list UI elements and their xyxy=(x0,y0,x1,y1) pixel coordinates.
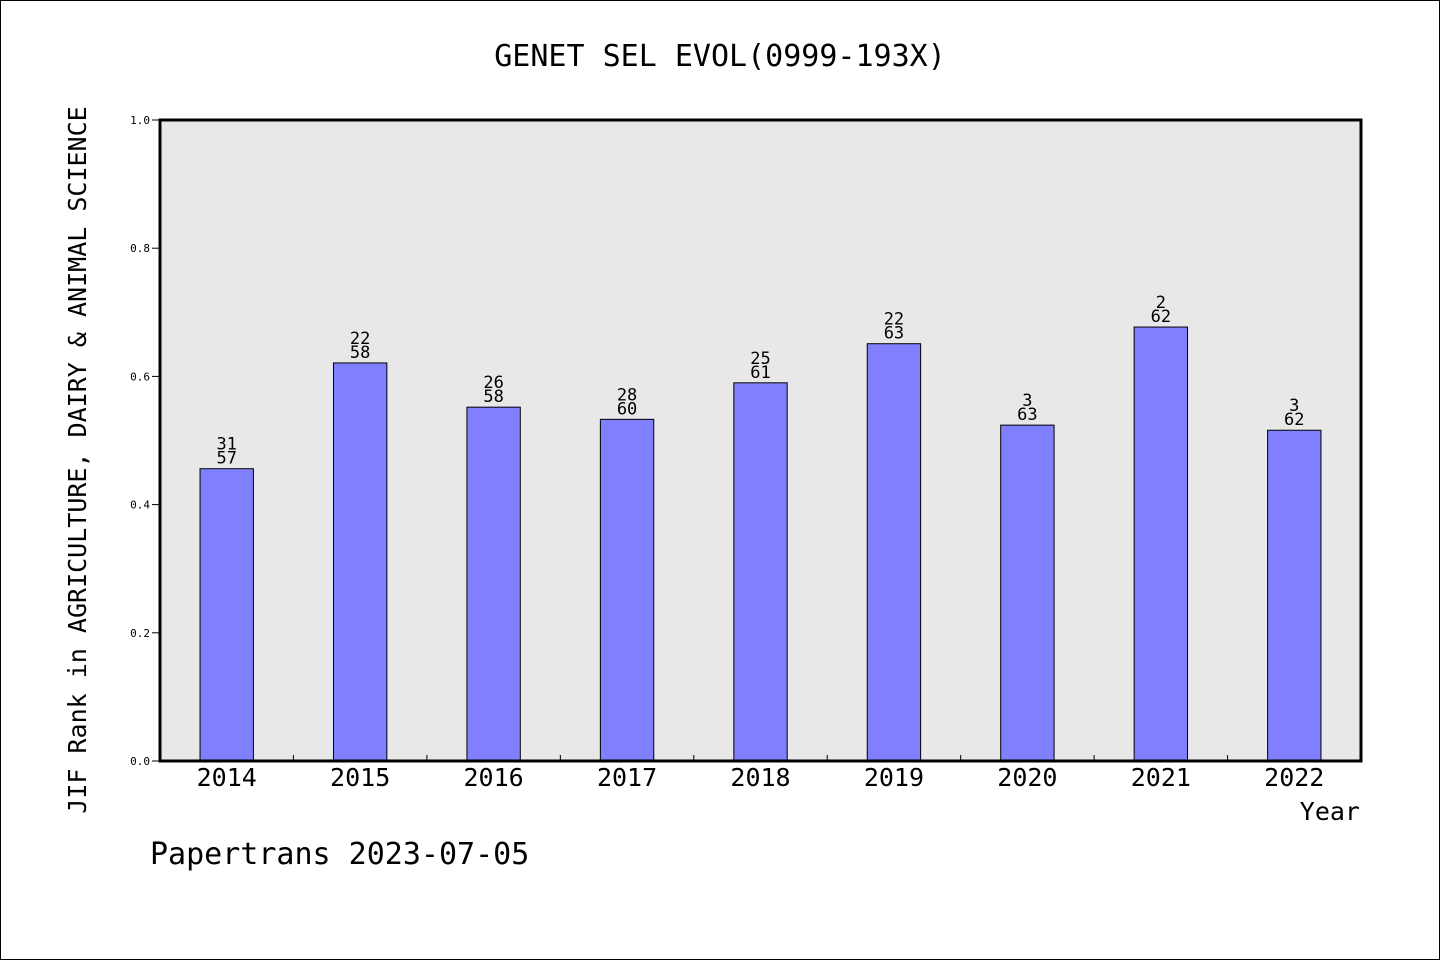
x-tick-label-2018: 2018 xyxy=(730,763,790,792)
y-tick-label-0.2: 0.2 xyxy=(130,627,150,640)
y-tick-label-0.4: 0.4 xyxy=(130,499,150,512)
x-tick-label-2015: 2015 xyxy=(330,763,390,792)
bar-2016 xyxy=(466,406,521,762)
bar-label-rank-2017: 28 xyxy=(617,385,637,405)
bar-2018 xyxy=(733,382,788,762)
bar-label-total-2017: 60 xyxy=(617,399,637,419)
bar-label-total-2018: 61 xyxy=(750,363,770,383)
bar-2019 xyxy=(866,343,922,762)
x-tick-label-2014: 2014 xyxy=(197,763,257,792)
bar-label-rank-2019: 22 xyxy=(884,310,904,330)
chart-title: GENET SEL EVOL(0999-193X) xyxy=(494,39,946,74)
y-axis-label: JIF Rank in AGRICULTURE, DAIRY & ANIMAL … xyxy=(63,106,92,813)
bar-label-total-2016: 58 xyxy=(483,387,503,407)
bar-label-total-2019: 63 xyxy=(884,324,904,344)
x-tick-label-2021: 2021 xyxy=(1131,763,1191,792)
y-tick-label-1.0: 1.0 xyxy=(130,114,150,127)
bar-label-rank-2020: 3 xyxy=(1022,391,1032,411)
bar-label-rank-2018: 25 xyxy=(750,349,770,369)
footer-credit: Papertrans 2023-07-05 xyxy=(150,837,529,872)
bars-group xyxy=(199,326,1322,762)
bar-label-rank-2022: 3 xyxy=(1289,396,1299,416)
bar-2015 xyxy=(332,362,388,762)
y-tick-label-0.0: 0.0 xyxy=(130,755,150,768)
bar-2022 xyxy=(1267,429,1322,762)
bar-2014 xyxy=(199,468,254,762)
bar-label-rank-2016: 26 xyxy=(483,373,503,393)
bar-label-total-2021: 62 xyxy=(1151,307,1171,327)
x-axis-label: Year xyxy=(1300,797,1360,826)
plot-border xyxy=(158,118,1363,763)
y-axis: 0.0 0.2 0.4 0.6 0.8 1.0 xyxy=(130,114,160,768)
bar-label-total-2014: 57 xyxy=(216,449,236,469)
bar-label-rank-2015: 22 xyxy=(350,329,370,349)
x-tick-label-2019: 2019 xyxy=(864,763,924,792)
y-tick-label-0.6: 0.6 xyxy=(130,370,150,383)
x-tick-label-2017: 2017 xyxy=(597,763,657,792)
x-tick-label-2022: 2022 xyxy=(1264,763,1324,792)
x-tick-label-2016: 2016 xyxy=(464,763,524,792)
bar-label-total-2022: 62 xyxy=(1284,410,1304,430)
bar-2020 xyxy=(1000,424,1055,762)
bar-label-total-2015: 58 xyxy=(350,343,370,363)
bar-2021 xyxy=(1133,326,1189,762)
bar-label-rank-2021: 2 xyxy=(1156,293,1166,313)
bar-label-rank-2014: 31 xyxy=(216,435,236,455)
x-tick-label-2020: 2020 xyxy=(997,763,1057,792)
bar-label-total-2020: 63 xyxy=(1017,405,1037,425)
x-axis: 2014 2015 2016 2017 2018 2019 2020 2021 2022 xyxy=(197,755,1324,792)
bar-2017 xyxy=(599,418,655,762)
y-tick-label-0.8: 0.8 xyxy=(130,242,150,255)
